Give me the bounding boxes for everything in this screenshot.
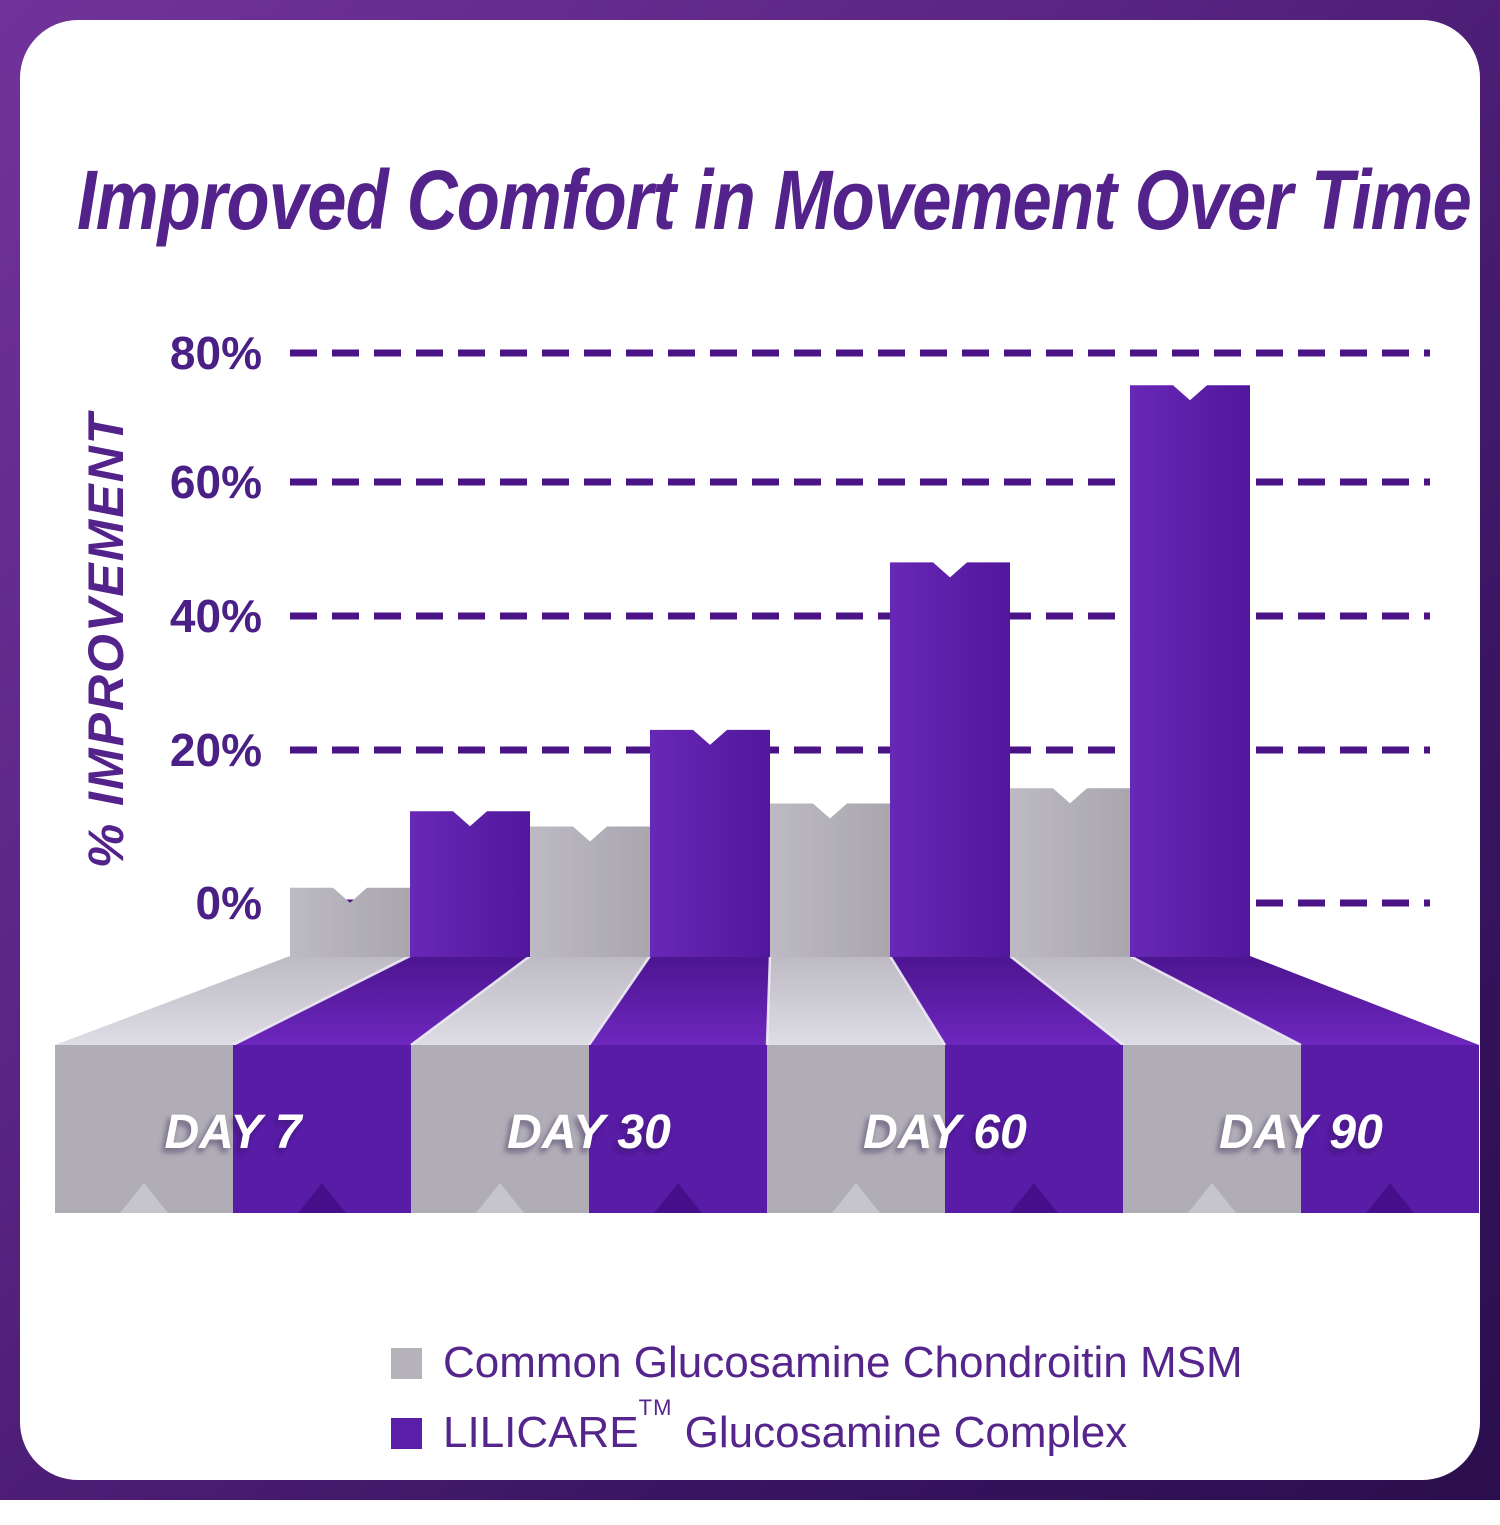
page-title: Improved Comfort in Movement Over Time [77, 153, 1472, 248]
legend-swatch-common [391, 1347, 422, 1379]
day-label-day30: DAY 30 [507, 1106, 671, 1159]
floor-ribbons [55, 954, 1479, 1047]
y-tick-label: 20% [169, 724, 262, 776]
legend-brand-text: LILICARE [443, 1408, 639, 1457]
legend-swatch-lilicare [391, 1417, 422, 1449]
legend-label-lilicare: LILICARETM Glucosamine Complex [443, 1395, 1128, 1458]
front-faces [55, 1045, 1479, 1213]
legend-rest-text: Glucosamine Complex [672, 1408, 1128, 1457]
bar-day30-common-column [530, 826, 650, 957]
ribbon-day90-lilicare [1130, 956, 1479, 1045]
ribbon-seam [1129, 954, 1302, 1047]
y-tick-label: 0% [195, 877, 262, 929]
bar-day7-lilicare-column [410, 811, 530, 957]
bar-day60-common-column [770, 803, 890, 957]
ribbon-seam [1009, 955, 1124, 1046]
ribbon-seam [765, 955, 772, 1046]
ribbon-day30-lilicare [589, 956, 770, 1045]
bar-day7-common-column [290, 887, 410, 957]
ribbon-seam [410, 954, 531, 1047]
trademark-symbol: TM [638, 1395, 673, 1421]
front-face-notch [654, 1183, 702, 1213]
bar-chart-svg: DAY 7 DAY 30 DAY 60 DAY 90 [55, 349, 1479, 1213]
bar-day30-lilicare-column [650, 729, 770, 957]
front-face-notch [476, 1183, 524, 1213]
day-label-day90: DAY 90 [1219, 1106, 1383, 1159]
day-label-day7: DAY 7 [165, 1106, 304, 1159]
infographic-card: Improved Comfort in Movement Over Time %… [20, 20, 1480, 1480]
front-face-notch [1366, 1183, 1414, 1213]
ribbon-seam [587, 955, 652, 1046]
ribbon-seam [888, 955, 947, 1046]
legend-label-common: Common Glucosamine Chondroitin MSM [443, 1338, 1243, 1387]
bar-day90-lilicare-column [1130, 385, 1250, 957]
front-face-notch [832, 1183, 880, 1213]
front-face-notch [1010, 1183, 1058, 1213]
y-tick-label: 40% [169, 590, 262, 642]
day-labels: DAY 7 DAY 30 DAY 60 DAY 90 [165, 1106, 1384, 1159]
ribbon-day90-common [1010, 956, 1301, 1045]
day-label-day60: DAY 60 [863, 1106, 1027, 1159]
ribbon-day7-common [55, 956, 410, 1045]
ribbon-day60-lilicare [890, 956, 1123, 1045]
y-tick-label: 60% [169, 456, 262, 508]
ribbon-day30-common [411, 956, 650, 1045]
legend-item-lilicare: LILICARETM Glucosamine Complex [391, 1395, 1128, 1458]
bar-day60-lilicare-column [890, 562, 1010, 957]
y-tick-label: 80% [169, 327, 262, 379]
front-face-notch [120, 1183, 168, 1213]
legend-item-common: Common Glucosamine Chondroitin MSM [391, 1338, 1243, 1387]
front-face-notch [1188, 1183, 1236, 1213]
bar-columns [290, 385, 1250, 957]
ribbon-seam [232, 954, 411, 1047]
ribbon-day60-common [767, 956, 945, 1045]
ribbon-day7-lilicare [233, 956, 530, 1045]
bar-day90-common-column [1010, 788, 1130, 957]
front-face-notch [298, 1183, 346, 1213]
chart-canvas: DAY 7 DAY 30 DAY 60 DAY 90 [20, 20, 1480, 1480]
